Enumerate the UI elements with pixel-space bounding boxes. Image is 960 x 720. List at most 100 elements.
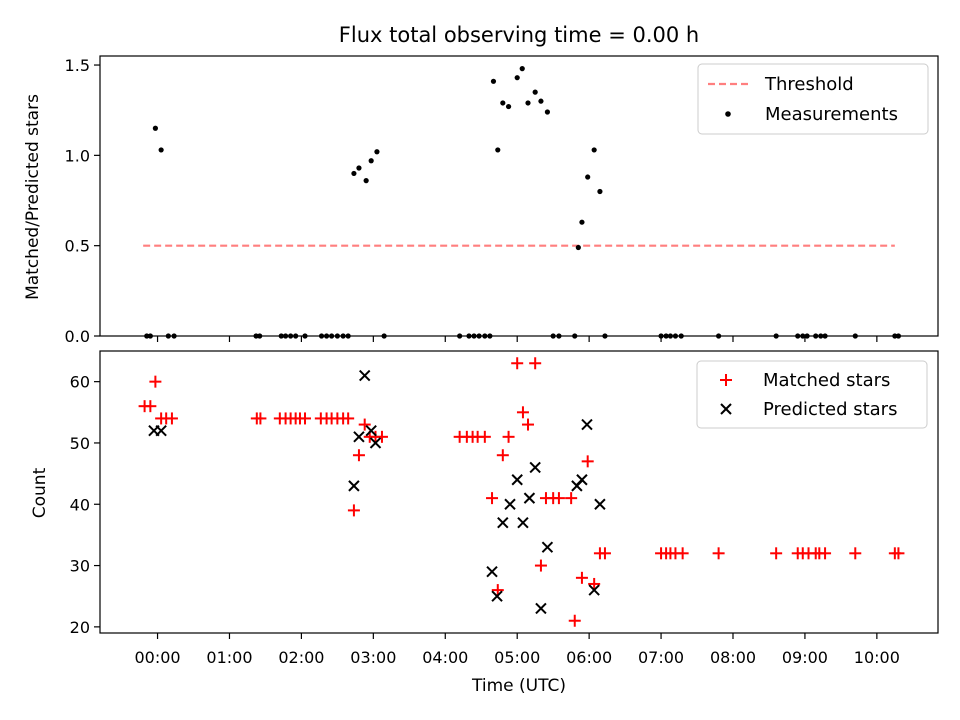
matched-star-point: [534, 559, 547, 572]
measurement-point: [525, 100, 531, 106]
matched-star-point: [892, 547, 905, 560]
predicted-star-point: [504, 498, 516, 510]
matched-star-point: [502, 430, 515, 443]
matched-star-point: [819, 547, 832, 560]
counts-y-tick-label: 60: [70, 373, 90, 392]
matched-star-point: [581, 455, 594, 468]
counts-legend-box: [696, 360, 928, 429]
counts-axes-frame: [99, 350, 939, 634]
measurement-point: [579, 219, 585, 225]
matched-star-point: [565, 492, 578, 505]
matched-star-point: [347, 504, 360, 517]
matched-star-point: [770, 547, 783, 560]
predicted-star-point: [535, 602, 547, 615]
measurement-point: [591, 147, 597, 153]
matched-star-point: [149, 375, 162, 388]
measurements-legend-label: Measurements: [765, 104, 898, 125]
counts-panel: 20 30 40 50 60 00:00 01:00 02:00 03:00 04:00 05:0…: [30, 350, 939, 696]
measurement-point: [544, 109, 551, 115]
predicted-star-point: [529, 461, 541, 474]
predicted-star-point: [511, 474, 523, 486]
matched-star-point: [511, 357, 524, 370]
measurement-point: [368, 158, 374, 164]
measurements-legend-swatch: [725, 111, 731, 117]
predicted-star-point: [594, 498, 606, 510]
measurement-point: [351, 170, 357, 177]
predicted-star-point: [581, 418, 593, 431]
ratio-plot-area: [143, 66, 902, 339]
measurement-point: [538, 98, 544, 104]
measurement-point: [519, 66, 525, 72]
measurement-point: [152, 125, 158, 131]
measurement-point: [575, 244, 581, 251]
predicted-star-point: [541, 541, 554, 553]
counts-y-tick-label: 20: [70, 618, 90, 637]
measurement-point: [495, 147, 501, 153]
ratio-y-axis-label: Matched/Predicted stars: [23, 94, 43, 300]
matched-star-point: [486, 492, 499, 505]
predicted-star-point: [491, 590, 503, 602]
matched-star-point: [552, 492, 565, 505]
matched-star-point: [598, 547, 611, 560]
predicted-star-point: [523, 492, 536, 504]
x-tick-label: 09:00: [782, 648, 828, 667]
ratio-panel: Flux total observing time = 0.00 h 0.00.…: [23, 23, 939, 346]
matched-star-point: [568, 614, 581, 627]
predicted-star-point: [497, 516, 509, 529]
ratio-legend: Threshold Measurements: [697, 63, 929, 135]
measurement-point: [514, 75, 520, 81]
counts-y-axis: 20 30 40 50 60: [70, 373, 100, 637]
matched-star-point: [254, 412, 267, 425]
ratio-y-axis: 0.0 0.5 1.0 1.5: [65, 56, 100, 346]
matched-star-point: [358, 418, 371, 431]
measurement-point: [158, 147, 164, 153]
matched-star-point: [676, 547, 689, 560]
counts-x-axis: 00:00 01:00 02:00 03:00 04:00 05:00 06:00 07:00…: [134, 633, 900, 667]
matched-star-point: [165, 412, 178, 425]
matched-star-point: [478, 430, 491, 443]
measurement-point: [374, 149, 380, 155]
measurement-point: [532, 89, 538, 95]
x-tick-label: 10:00: [854, 648, 900, 667]
ratio-axes-frame: [99, 55, 939, 337]
ratio-y-tick-label: 0.5: [65, 237, 90, 256]
matched-star-point: [496, 449, 509, 462]
measurement-point: [356, 165, 362, 171]
matched-star-point: [575, 571, 588, 584]
x-tick-label: 08:00: [710, 648, 756, 667]
matched-star-point: [521, 418, 534, 431]
predicted-star-point: [365, 424, 377, 437]
counts-y-axis-label: Count: [30, 467, 50, 518]
matched-legend-swatch: [720, 374, 732, 386]
x-tick-label: 06:00: [566, 648, 612, 667]
predicted-star-point: [353, 431, 365, 443]
counts-y-tick-label: 40: [70, 495, 90, 514]
predicted-star-point: [359, 369, 371, 382]
predicted-star-point: [155, 424, 167, 437]
measurement-point: [505, 103, 512, 110]
matched-legend-label: Matched stars: [763, 370, 890, 391]
x-tick-label: 05:00: [494, 648, 540, 667]
measurement-point: [490, 78, 497, 84]
matched-star-point: [352, 449, 365, 462]
x-axis-label: Time (UTC): [471, 676, 566, 696]
predicted-star-point: [486, 565, 498, 578]
counts-y-tick-label: 50: [70, 434, 90, 453]
matched-star-point: [849, 547, 862, 560]
ratio-legend-box: [697, 63, 929, 135]
measurement-point: [585, 174, 591, 180]
measurement-point: [363, 178, 369, 184]
ratio-x-ticks: [156, 336, 878, 342]
predicted-legend-swatch: [720, 403, 732, 415]
x-tick-label: 02:00: [278, 648, 324, 667]
predicted-legend-label: Predicted stars: [763, 399, 897, 420]
counts-y-tick-label: 30: [70, 557, 90, 576]
x-tick-label: 00:00: [134, 648, 180, 667]
x-tick-label: 04:00: [422, 648, 468, 667]
matched-star-point: [588, 577, 601, 590]
matched-star-point: [299, 412, 312, 425]
ratio-y-tick-label: 1.5: [65, 56, 90, 75]
ratio-y-tick-label: 0.0: [65, 327, 90, 346]
matched-star-point: [529, 357, 542, 370]
